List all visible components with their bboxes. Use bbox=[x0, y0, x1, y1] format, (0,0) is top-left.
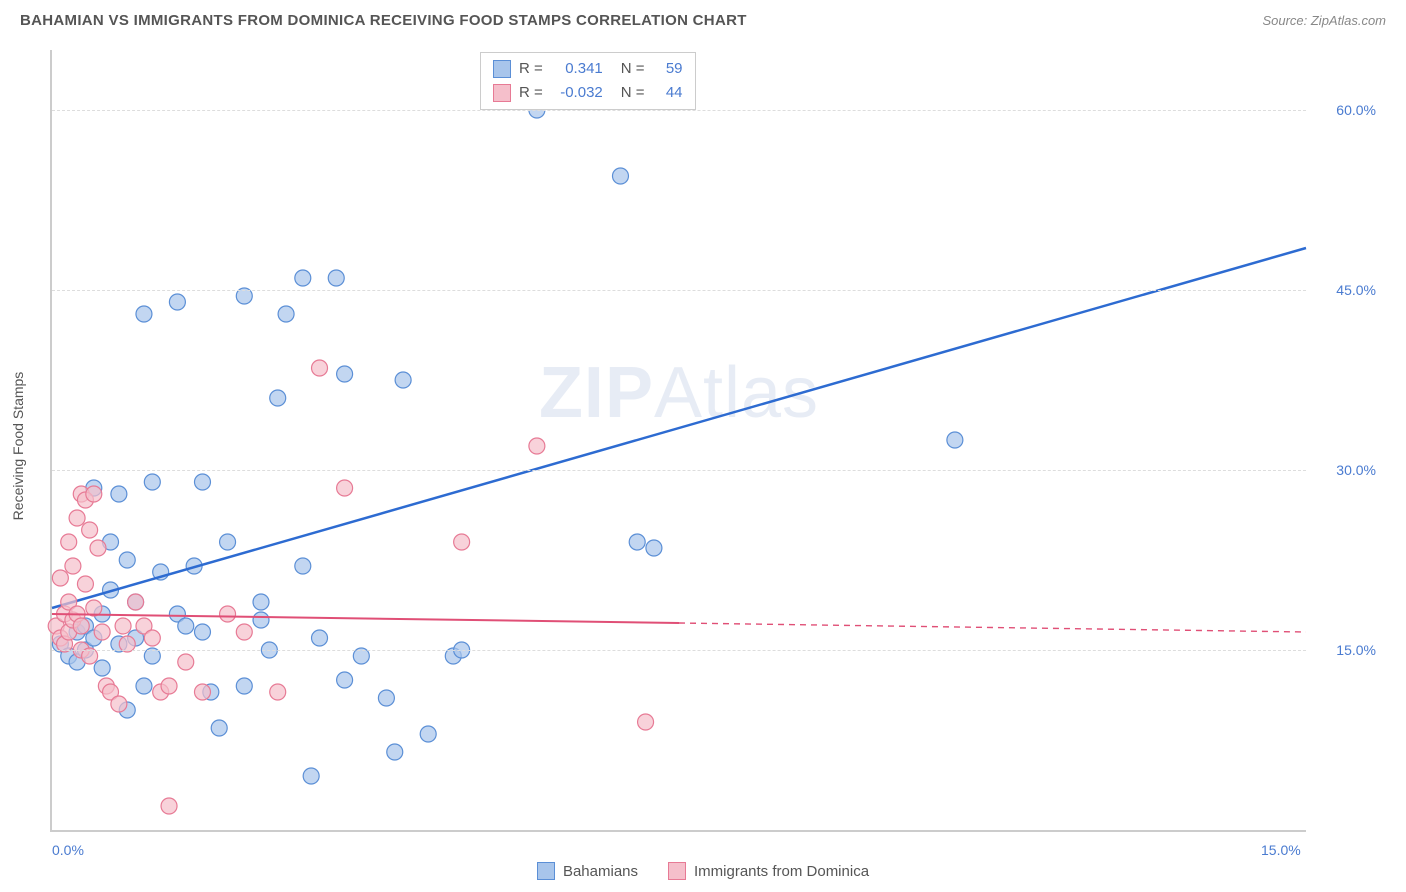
data-point bbox=[253, 594, 269, 610]
data-point bbox=[378, 690, 394, 706]
chart-title: BAHAMIAN VS IMMIGRANTS FROM DOMINICA REC… bbox=[20, 12, 747, 29]
data-point bbox=[270, 684, 286, 700]
data-point bbox=[420, 726, 436, 742]
data-point bbox=[69, 510, 85, 526]
data-point bbox=[612, 168, 628, 184]
stats-swatch-2 bbox=[493, 84, 511, 102]
data-point bbox=[73, 618, 89, 634]
data-point bbox=[638, 714, 654, 730]
data-point bbox=[295, 558, 311, 574]
chart-source: Source: ZipAtlas.com bbox=[1262, 13, 1386, 28]
data-point bbox=[278, 306, 294, 322]
data-point bbox=[61, 534, 77, 550]
stats-r-label-1: R = bbox=[519, 57, 543, 81]
data-point bbox=[395, 372, 411, 388]
data-point bbox=[312, 360, 328, 376]
gridline bbox=[52, 470, 1306, 471]
stats-n-label-1: N = bbox=[621, 57, 645, 81]
plot-area: ZIPAtlas 15.0%30.0%45.0%60.0%0.0%15.0% bbox=[50, 50, 1306, 832]
data-point bbox=[236, 624, 252, 640]
legend-item-2: Immigrants from Dominica bbox=[668, 862, 869, 880]
data-point bbox=[115, 618, 131, 634]
stats-n-value-2: 44 bbox=[653, 81, 683, 105]
legend-label-2: Immigrants from Dominica bbox=[694, 863, 869, 880]
y-tick-label: 60.0% bbox=[1316, 102, 1376, 118]
data-point bbox=[111, 486, 127, 502]
y-axis-title: Receiving Food Stamps bbox=[10, 372, 26, 521]
stats-row-1: R = 0.341 N = 59 bbox=[493, 57, 683, 81]
data-point bbox=[337, 672, 353, 688]
stats-row-2: R = -0.032 N = 44 bbox=[493, 81, 683, 105]
chart-header: BAHAMIAN VS IMMIGRANTS FROM DOMINICA REC… bbox=[0, 0, 1406, 40]
data-point bbox=[94, 624, 110, 640]
y-tick-label: 30.0% bbox=[1316, 462, 1376, 478]
data-point bbox=[178, 618, 194, 634]
data-point bbox=[529, 438, 545, 454]
data-point bbox=[136, 306, 152, 322]
data-point bbox=[94, 660, 110, 676]
gridline bbox=[52, 110, 1306, 111]
data-point bbox=[629, 534, 645, 550]
data-point bbox=[220, 534, 236, 550]
data-point bbox=[82, 522, 98, 538]
data-point bbox=[86, 486, 102, 502]
legend-item-1: Bahamians bbox=[537, 862, 638, 880]
data-point bbox=[136, 678, 152, 694]
data-point bbox=[194, 624, 210, 640]
y-tick-label: 15.0% bbox=[1316, 642, 1376, 658]
stats-r-value-2: -0.032 bbox=[551, 81, 603, 105]
data-point bbox=[947, 432, 963, 448]
stats-r-value-1: 0.341 bbox=[551, 57, 603, 81]
stats-box: R = 0.341 N = 59 R = -0.032 N = 44 bbox=[480, 52, 696, 110]
data-point bbox=[220, 606, 236, 622]
stats-swatch-1 bbox=[493, 60, 511, 78]
data-point bbox=[65, 558, 81, 574]
data-point bbox=[90, 540, 106, 556]
data-point bbox=[454, 534, 470, 550]
legend-label-1: Bahamians bbox=[563, 863, 638, 880]
legend-swatch-2 bbox=[668, 862, 686, 880]
x-tick-label: 15.0% bbox=[1261, 842, 1301, 858]
data-point bbox=[128, 594, 144, 610]
gridline bbox=[52, 290, 1306, 291]
gridline bbox=[52, 650, 1306, 651]
trend-line-dashed bbox=[679, 623, 1306, 632]
data-point bbox=[312, 630, 328, 646]
data-point bbox=[236, 678, 252, 694]
data-point bbox=[303, 768, 319, 784]
data-point bbox=[328, 270, 344, 286]
bottom-legend: Bahamians Immigrants from Dominica bbox=[0, 862, 1406, 880]
data-point bbox=[77, 576, 93, 592]
data-point bbox=[119, 552, 135, 568]
data-point bbox=[387, 744, 403, 760]
stats-r-label-2: R = bbox=[519, 81, 543, 105]
chart-svg bbox=[52, 50, 1306, 830]
data-point bbox=[253, 612, 269, 628]
data-point bbox=[646, 540, 662, 556]
stats-n-value-1: 59 bbox=[653, 57, 683, 81]
data-point bbox=[211, 720, 227, 736]
data-point bbox=[144, 474, 160, 490]
y-tick-label: 45.0% bbox=[1316, 282, 1376, 298]
data-point bbox=[337, 366, 353, 382]
data-point bbox=[270, 390, 286, 406]
x-tick-label: 0.0% bbox=[52, 842, 84, 858]
data-point bbox=[169, 294, 185, 310]
data-point bbox=[111, 696, 127, 712]
stats-n-label-2: N = bbox=[621, 81, 645, 105]
data-point bbox=[52, 570, 68, 586]
data-point bbox=[194, 474, 210, 490]
data-point bbox=[295, 270, 311, 286]
data-point bbox=[161, 678, 177, 694]
data-point bbox=[161, 798, 177, 814]
data-point bbox=[178, 654, 194, 670]
data-point bbox=[144, 630, 160, 646]
data-point bbox=[194, 684, 210, 700]
legend-swatch-1 bbox=[537, 862, 555, 880]
data-point bbox=[337, 480, 353, 496]
